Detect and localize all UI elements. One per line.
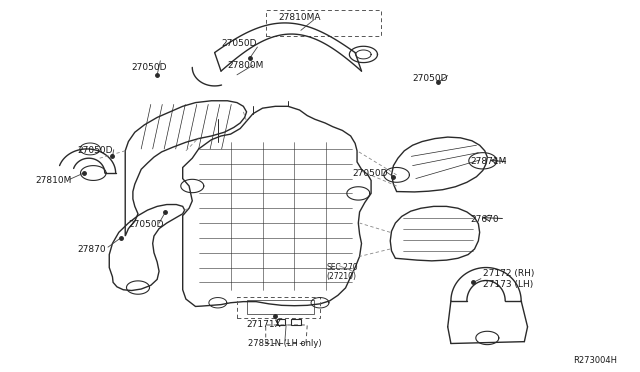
Text: (27210): (27210): [326, 272, 356, 281]
Text: 27171X: 27171X: [246, 321, 282, 330]
Text: 27810MA: 27810MA: [278, 13, 321, 22]
Text: 27870: 27870: [77, 244, 106, 253]
Text: 27831N (LH only): 27831N (LH only): [248, 339, 322, 348]
Text: SEC.270: SEC.270: [326, 263, 358, 272]
Text: 27050D: 27050D: [352, 169, 387, 177]
Text: 27050D: 27050D: [132, 63, 167, 72]
Text: 27050D: 27050D: [77, 146, 113, 155]
Text: 27173 (LH): 27173 (LH): [483, 280, 533, 289]
Text: 27050D: 27050D: [413, 74, 448, 83]
Text: 27670: 27670: [470, 215, 499, 224]
Text: 27172 (RH): 27172 (RH): [483, 269, 534, 278]
Text: 27871M: 27871M: [470, 157, 506, 166]
Text: R273004H: R273004H: [573, 356, 617, 365]
Text: 27810M: 27810M: [36, 176, 72, 185]
Text: 27050D: 27050D: [129, 221, 164, 230]
Text: 27050D: 27050D: [221, 39, 257, 48]
Text: 27800M: 27800M: [227, 61, 264, 70]
